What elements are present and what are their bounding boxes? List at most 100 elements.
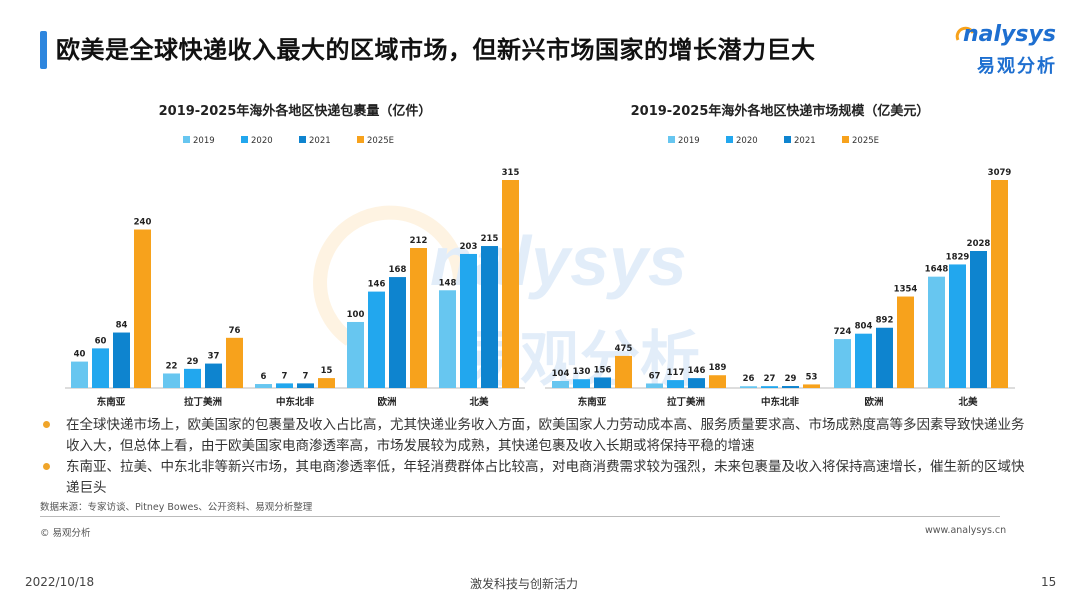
footer-divider (40, 516, 1000, 517)
bar-拉丁美洲-2020 (667, 380, 684, 388)
bar-北美-2019 (928, 276, 945, 388)
bar-东南亚-2019 (71, 361, 88, 388)
bar-欧洲-2025E (897, 296, 914, 388)
data-label: 40 (74, 350, 86, 360)
bar-中东北非-2019 (740, 386, 757, 388)
category-label: 拉丁美洲 (667, 396, 705, 408)
data-label: 76 (229, 326, 241, 336)
category-label: 北美 (469, 396, 489, 408)
data-label: 130 (573, 367, 591, 377)
bar-北美-2021 (970, 250, 987, 388)
bar-东南亚-2021 (594, 377, 611, 388)
legend-label-2025E: 2025E (367, 136, 394, 146)
bullet-text: 在全球快递市场上，欧美国家的包裹量及收入占比高，尤其快递业务收入方面，欧美国家人… (66, 417, 1025, 454)
data-label: 215 (481, 234, 499, 244)
legend-swatch-2020 (726, 136, 733, 143)
data-label: 724 (834, 327, 852, 337)
bar-欧洲-2025E (410, 248, 427, 388)
bar-北美-2020 (949, 264, 966, 388)
category-label: 中东北非 (761, 396, 800, 408)
report-date: 2022/10/18 (25, 575, 95, 589)
data-label: 315 (502, 168, 520, 178)
data-label: 189 (709, 363, 727, 373)
bar-中东北非-2025E (803, 384, 820, 388)
page-number: 15 (1041, 575, 1057, 589)
bar-拉丁美洲-2021 (688, 378, 705, 388)
category-label: 东南亚 (97, 396, 126, 408)
data-label: 22 (166, 361, 178, 371)
market-size-chart: 2019-2025年海外各地区快递市场规模（亿美元） 2019 2020 2021 20… (545, 103, 1015, 408)
bar-欧洲-2019 (347, 321, 364, 388)
copyright: © 易观分析 (40, 528, 91, 539)
data-label: 2028 (967, 239, 991, 249)
analysys-logo: nalysys 易观分析 (955, 22, 1065, 82)
logo-text-en: nalysys (963, 22, 1056, 47)
bar-欧洲-2020 (855, 333, 872, 388)
data-label: 37 (208, 352, 220, 362)
bar-欧洲-2021 (389, 277, 406, 388)
category-label: 拉丁美洲 (184, 396, 222, 408)
bar-东南亚-2025E (615, 355, 632, 388)
chart-title: 2019-2025年海外各地区快递包裹量（亿件） (159, 103, 432, 119)
data-label: 27 (764, 374, 776, 384)
data-label: 146 (368, 280, 386, 290)
data-label: 26 (743, 374, 755, 384)
bar-中东北非-2019 (255, 384, 272, 388)
bar-东南亚-2025E (134, 229, 151, 388)
data-label: 6 (261, 372, 267, 382)
bar-中东北非-2021 (782, 386, 799, 388)
legend-swatch-2020 (241, 136, 248, 143)
bar-东南亚-2021 (113, 332, 130, 388)
legend-label-2021: 2021 (794, 136, 816, 146)
data-source: 数据来源：专家访谈、Pitney Bowes、公开资料、易观分析整理 (40, 502, 313, 513)
category-label: 东南亚 (578, 396, 607, 408)
data-label: 7 (303, 371, 309, 381)
bullet-item: 东南亚、拉美、中东北非等新兴市场，其电商渗透率低，年轻消费群体占比较高，对电商消… (40, 457, 1030, 499)
data-label: 7 (282, 371, 288, 381)
legend-swatch-2025E (842, 136, 849, 143)
bar-中东北非-2020 (276, 383, 293, 388)
bar-拉丁美洲-2025E (709, 375, 726, 388)
bar-东南亚-2019 (552, 380, 569, 388)
title-accent-bar (40, 31, 47, 69)
data-label: 67 (649, 371, 661, 381)
bullet-dot-icon (43, 421, 50, 428)
data-label: 1354 (894, 285, 918, 295)
bar-北美-2020 (460, 253, 477, 388)
legend-label-2020: 2020 (736, 136, 758, 146)
legend-swatch-2025E (357, 136, 364, 143)
category-label: 欧洲 (377, 396, 396, 408)
category-label: 中东北非 (276, 396, 315, 408)
data-label: 475 (615, 344, 633, 354)
data-label: 146 (688, 366, 706, 376)
bar-北美-2021 (481, 246, 498, 388)
parcel-volume-chart: 2019-2025年海外各地区快递包裹量（亿件） 2019 2020 2021 2025… (65, 103, 525, 408)
data-label: 1648 (925, 265, 949, 275)
bar-拉丁美洲-2019 (163, 373, 180, 388)
data-label: 168 (389, 265, 407, 275)
data-label: 117 (667, 368, 685, 378)
data-label: 29 (187, 357, 199, 367)
bar-拉丁美洲-2020 (184, 368, 201, 388)
bar-欧洲-2020 (368, 291, 385, 388)
bar-中东北非-2021 (297, 383, 314, 388)
bar-北美-2025E (502, 180, 519, 388)
bar-东南亚-2020 (573, 379, 590, 388)
bar-拉丁美洲-2021 (205, 363, 222, 388)
data-label: 53 (806, 372, 818, 382)
data-label: 3079 (988, 168, 1012, 178)
website-link[interactable]: www.analysys.cn (925, 525, 1007, 536)
data-label: 892 (876, 316, 894, 326)
bar-中东北非-2020 (761, 386, 778, 388)
data-label: 203 (460, 242, 478, 252)
slogan: 激发科技与创新活力 (470, 577, 579, 591)
data-label: 1829 (946, 252, 970, 262)
data-label: 15 (321, 366, 333, 376)
logo-swoosh-icon (955, 26, 975, 41)
bar-欧洲-2019 (834, 339, 851, 388)
legend-label-2019: 2019 (193, 136, 215, 146)
data-label: 104 (552, 369, 570, 379)
bar-欧洲-2021 (876, 327, 893, 388)
data-label: 212 (410, 236, 428, 246)
category-label: 北美 (958, 396, 978, 408)
